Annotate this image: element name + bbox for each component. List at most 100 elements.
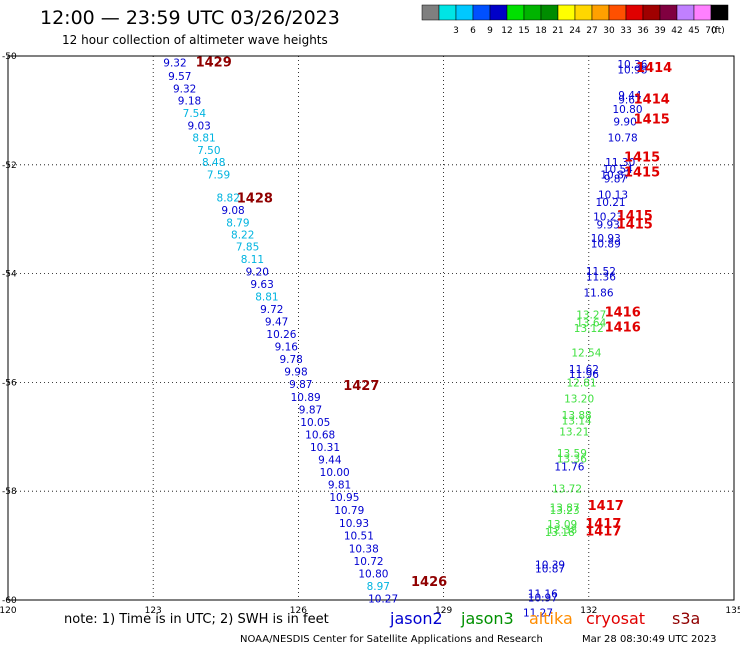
wave-height-point: 9.98 <box>284 367 307 379</box>
wave-height-point: 10.80 <box>612 104 642 116</box>
wave-height-point: 13.20 <box>564 394 594 406</box>
satellite-s3a-label: s3a <box>672 609 701 628</box>
wave-height-point: 13.72 <box>552 483 582 495</box>
wave-height-point: 9.08 <box>221 205 244 217</box>
pass-number-label: 1415 <box>624 165 660 180</box>
wave-height-point: 8.22 <box>231 229 254 241</box>
pass-number-label: 1417 <box>585 517 621 532</box>
legend-tick-label: 42 <box>671 26 682 36</box>
wave-height-point: 10.00 <box>320 467 350 479</box>
wave-height-point: 9.16 <box>275 341 299 353</box>
wave-height-point: 10.93 <box>339 518 369 530</box>
wave-height-point: 9.87 <box>604 173 627 185</box>
wave-height-point: 13.64 <box>576 318 606 330</box>
wave-height-point: 11.52 <box>586 266 616 278</box>
legend-tick-label: 27 <box>586 26 597 36</box>
pass-number-label: 1427 <box>343 379 379 394</box>
wave-height-point: 10.68 <box>305 430 335 442</box>
wave-height-point: 8.82 <box>217 192 240 204</box>
wave-height-point: 13.36 <box>557 454 587 466</box>
wave-height-point: 10.80 <box>358 568 388 580</box>
wave-height-point: 9.87 <box>289 379 312 391</box>
legend-tick-label: 18 <box>535 26 547 36</box>
color-scale-legend: 3 6 9 12 15 18 21 24 27 30 33 36 39 42 45 70(ft) <box>421 4 729 36</box>
satellite-cryosat-label: cryosat <box>586 609 646 628</box>
x-tick-label: 120 <box>0 606 17 616</box>
x-tick-label: 126 <box>290 606 307 616</box>
y-tick-label: -50 <box>2 52 17 62</box>
wave-height-point: 9.57 <box>168 71 191 83</box>
wave-height-point: 11.36 <box>586 271 616 283</box>
legend-tick-label: 39 <box>654 26 666 36</box>
legend-unit: (ft) <box>711 26 725 36</box>
wave-height-point: 10.78 <box>608 133 638 145</box>
wave-height-point: 9.90 <box>613 116 636 128</box>
wave-height-point: 10.23 <box>593 211 623 223</box>
wave-height-point: 13.27 <box>576 309 606 321</box>
pass-number-label: 1414 <box>634 92 670 107</box>
legend-tick-label: 45 <box>688 26 699 36</box>
wave-height-point: 7.59 <box>207 170 230 182</box>
wave-height-point: 11.62 <box>569 364 599 376</box>
legend-swatch <box>710 4 729 21</box>
pass-number-label: 1417 <box>588 499 624 514</box>
wave-height-point: 10.05 <box>300 417 330 429</box>
chart-subtitle: 12 hour collection of altimeter wave hei… <box>62 33 328 47</box>
wave-height-point: 13.14 <box>562 415 592 427</box>
wave-height-point: 10.87 <box>600 170 630 182</box>
y-tick-label: -58 <box>2 487 17 497</box>
plot-frame <box>7 55 735 601</box>
wave-height-point: 10.27 <box>368 593 398 605</box>
wave-height-point: 10.31 <box>310 442 340 454</box>
legend-tick-label: 6 <box>470 26 476 36</box>
credit-text: NOAA/NESDIS Center for Satellite Applica… <box>240 634 543 645</box>
x-tick-label: 129 <box>435 606 452 616</box>
wave-height-point: 9.03 <box>187 121 210 133</box>
pass-number-label: 1429 <box>196 55 232 70</box>
wave-height-point: 9.81 <box>328 480 351 492</box>
legend-tick-label: 70 <box>705 26 717 36</box>
wave-height-point: 13.09 <box>547 519 577 531</box>
wave-height-point: 10.39 <box>535 560 565 572</box>
wave-height-point: 11.30 <box>605 157 635 169</box>
footnote: note: 1) Time is in UTC; 2) SWH is in fe… <box>64 612 329 627</box>
wave-height-point: 12.54 <box>571 347 601 359</box>
wave-height-point: 10.95 <box>329 492 359 504</box>
pass-number-label: 1416 <box>605 306 641 321</box>
legend-tick-label: 21 <box>552 26 563 36</box>
wave-height-point: 10.26 <box>266 329 296 341</box>
satellite-jason2-label: jason2 <box>390 609 443 628</box>
legend-tick-label: 24 <box>569 26 581 36</box>
wave-height-point: 9.44 <box>618 90 642 102</box>
wave-height-point: 9.72 <box>260 304 283 316</box>
legend-tick-label: 15 <box>518 26 529 36</box>
wave-height-point: 10.87 <box>535 563 565 575</box>
wave-height-point: 9.32 <box>173 84 196 96</box>
wave-height-point: 8.81 <box>255 291 278 303</box>
pass-number-label: 1428 <box>237 191 273 206</box>
legend-tick-label: 33 <box>620 26 631 36</box>
wave-height-point: 12.81 <box>567 377 597 389</box>
x-tick-label: 135 <box>725 606 740 616</box>
wave-height-point: 11.86 <box>583 288 613 300</box>
wave-height-point: 10.97 <box>528 592 558 604</box>
wave-height-point: 8.81 <box>192 133 215 145</box>
y-tick-label: -60 <box>2 596 17 606</box>
wave-height-point: 13.59 <box>557 448 587 460</box>
wave-height-point: 9.62 <box>618 95 641 107</box>
x-tick-label: 123 <box>145 606 162 616</box>
wave-height-point: 13.21 <box>559 426 589 438</box>
pass-number-label: 1426 <box>411 575 447 590</box>
wave-height-point: 10.72 <box>354 556 384 568</box>
wave-height-point: 9.87 <box>299 405 322 417</box>
legend-tick-label: 12 <box>501 26 512 36</box>
wave-height-point: 11.27 <box>523 608 553 620</box>
pass-number-label: 1415 <box>634 113 670 128</box>
pass-number-label: 1415 <box>617 209 653 224</box>
legend-tick-label: 9 <box>487 26 493 36</box>
wave-height-point: 7.54 <box>183 108 207 120</box>
pass-number-label: 1415 <box>617 218 653 233</box>
wave-height-point: 9.18 <box>178 96 201 108</box>
wave-height-point: 7.50 <box>197 145 220 157</box>
wave-height-point: 10.79 <box>334 505 364 517</box>
